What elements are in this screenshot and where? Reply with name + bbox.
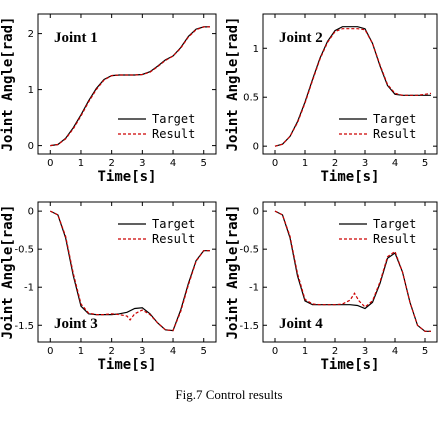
- chart-panel-joint-4: 0 1 2 3 4 5 0 -0.5 -1 -1.5 Time[s] Joint Angle[rad]…: [225, 201, 438, 373]
- x-axis-label: Time[s]: [97, 357, 156, 373]
- y-axis-label: Joint Angle[rad]: [0, 205, 16, 340]
- y-tick-label: -1.5: [239, 321, 259, 332]
- figure-caption: Fig.7 Control results: [175, 387, 282, 402]
- y-axis-label: Joint Angle[rad]: [225, 205, 241, 340]
- legend-label-target: Target: [373, 217, 416, 231]
- x-tick-label: 2: [108, 346, 114, 357]
- y-tick-label: -0.5: [239, 245, 259, 256]
- y-tick-label: 1: [28, 85, 34, 96]
- x-tick-label: 5: [422, 158, 428, 169]
- series-line-result: [274, 210, 431, 332]
- series-line-result: [50, 26, 210, 147]
- legend-label-result: Result: [373, 232, 416, 246]
- legend-label-target: Target: [373, 112, 416, 126]
- x-tick-label: 0: [47, 346, 53, 357]
- x-tick-label: 5: [201, 346, 207, 357]
- y-tick-label: 0: [253, 207, 259, 218]
- y-tick-label: 1: [253, 44, 259, 55]
- plot-frame: [262, 201, 438, 343]
- y-tick-label: 0: [253, 142, 259, 153]
- x-tick-label: 0: [272, 158, 278, 169]
- y-tick-label: 2: [28, 29, 34, 40]
- y-tick-label: 0: [28, 207, 34, 218]
- series-line-result: [50, 210, 210, 332]
- legend-label-result: Result: [152, 232, 195, 246]
- chart-panel-joint-3: 0 1 2 3 4 5 0 -0.5 -1 -1.5 Time[s] Joint Angle[rad]…: [0, 201, 217, 373]
- x-tick-label: 2: [332, 346, 338, 357]
- x-tick-label: 1: [78, 158, 84, 169]
- y-tick-label: 0: [28, 141, 34, 152]
- x-tick-label: 0: [47, 158, 53, 169]
- plot-frame: [262, 13, 438, 155]
- legend-label-target: Target: [152, 112, 195, 126]
- series-line-result: [274, 28, 432, 147]
- x-axis-label: Time[s]: [320, 357, 379, 373]
- x-axis-label: Time[s]: [320, 169, 379, 185]
- legend-label-target: Target: [152, 217, 195, 231]
- x-tick-label: 5: [201, 158, 207, 169]
- x-tick-label: 4: [170, 158, 176, 169]
- plot-frame: [37, 201, 217, 343]
- y-tick-label: -1: [249, 283, 259, 294]
- x-tick-label: 1: [302, 158, 308, 169]
- x-axis-label: Time[s]: [97, 169, 156, 185]
- x-tick-label: 3: [139, 346, 145, 357]
- panel-title: Joint 4: [279, 316, 323, 332]
- y-tick-label: -0.5: [14, 245, 34, 256]
- legend-label-result: Result: [373, 127, 416, 141]
- x-tick-label: 4: [392, 346, 398, 357]
- x-tick-label: 2: [332, 158, 338, 169]
- y-tick-label: -1: [24, 283, 34, 294]
- y-axis-label: Joint Angle[rad]: [0, 17, 16, 152]
- x-tick-label: 1: [78, 346, 84, 357]
- x-tick-label: 4: [392, 158, 398, 169]
- x-tick-label: 0: [272, 346, 278, 357]
- x-tick-label: 3: [362, 346, 368, 357]
- panel-title: Joint 1: [54, 30, 98, 46]
- y-tick-label: 0.5: [243, 93, 259, 104]
- x-tick-label: 4: [170, 346, 176, 357]
- plot-frame: [37, 13, 217, 155]
- x-tick-label: 3: [139, 158, 145, 169]
- legend-label-result: Result: [152, 127, 195, 141]
- x-tick-label: 3: [362, 158, 368, 169]
- chart-panel-joint-2: 0 1 2 3 4 5 0 0.5 1 Time[s] Joint Angle[rad] Joint …: [225, 13, 438, 185]
- panel-title: Joint 3: [54, 316, 98, 332]
- x-tick-label: 5: [422, 346, 428, 357]
- panel-title: Joint 2: [279, 30, 323, 46]
- y-axis-label: Joint Angle[rad]: [225, 17, 241, 152]
- x-tick-label: 2: [108, 158, 114, 169]
- y-tick-label: -1.5: [14, 321, 34, 332]
- x-tick-label: 1: [302, 346, 308, 357]
